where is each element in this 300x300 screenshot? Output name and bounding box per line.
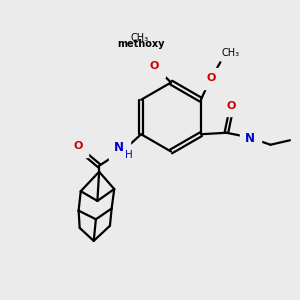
- Text: O: O: [226, 101, 236, 111]
- Text: CH₃: CH₃: [130, 33, 148, 43]
- Text: O: O: [150, 61, 159, 71]
- Text: N: N: [114, 141, 124, 154]
- Text: H: H: [125, 150, 133, 160]
- Text: O: O: [74, 141, 83, 151]
- Text: CH₃: CH₃: [222, 48, 240, 58]
- Text: N: N: [245, 132, 255, 145]
- Text: methoxy: methoxy: [117, 38, 165, 49]
- Text: O: O: [207, 73, 216, 83]
- Text: H: H: [246, 126, 254, 136]
